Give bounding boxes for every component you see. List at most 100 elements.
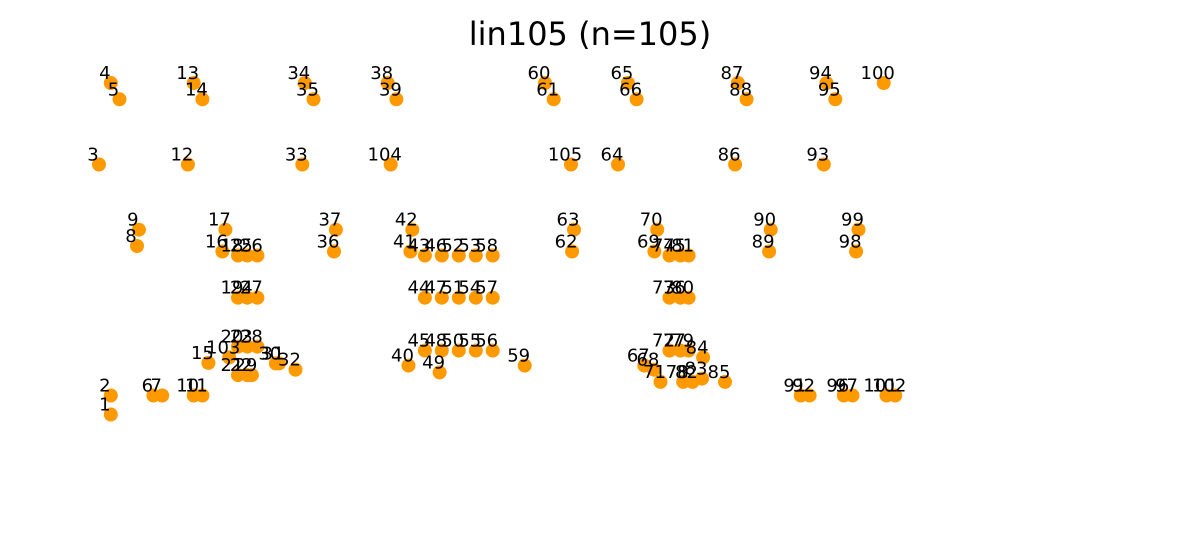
point-label-99: 99 (841, 210, 864, 231)
point-label-32: 32 (278, 350, 301, 371)
data-point-103 (222, 350, 237, 365)
data-point-26 (250, 248, 265, 263)
data-point-87 (730, 76, 745, 90)
point-label-85: 85 (708, 362, 731, 383)
point-label-47: 47 (424, 278, 447, 299)
point-label-22: 22 (230, 355, 253, 376)
point-label-29: 29 (234, 355, 257, 376)
data-point-16 (215, 244, 230, 259)
point-label-73: 73 (652, 278, 675, 299)
point-label-89: 89 (752, 232, 775, 253)
data-point-29 (244, 368, 259, 383)
point-label-46: 46 (424, 236, 447, 257)
point-label-60: 60 (528, 63, 551, 84)
point-label-81: 81 (671, 236, 694, 257)
data-point-72 (662, 343, 677, 358)
data-point-104 (383, 157, 398, 172)
point-label-79: 79 (671, 331, 694, 352)
data-point-90 (763, 222, 778, 237)
data-point-97 (845, 388, 860, 403)
point-label-6: 6 (142, 376, 153, 397)
data-point-5 (112, 92, 127, 107)
point-label-91: 91 (783, 376, 806, 397)
point-label-36: 36 (317, 232, 340, 253)
point-label-11: 11 (185, 376, 208, 397)
point-label-44: 44 (407, 278, 430, 299)
data-point-102 (888, 388, 903, 403)
data-point-38 (380, 76, 395, 90)
data-point-51 (451, 290, 466, 305)
point-label-102: 102 (872, 376, 906, 397)
data-point-17 (218, 222, 233, 237)
point-label-8: 8 (125, 226, 136, 247)
point-label-61: 61 (536, 79, 559, 100)
point-label-100: 100 (861, 63, 895, 84)
point-label-96: 96 (826, 376, 849, 397)
data-point-83 (695, 371, 709, 386)
data-point-41 (403, 244, 418, 259)
data-point-63 (567, 222, 581, 237)
data-point-9 (131, 222, 146, 237)
data-point-27 (250, 290, 265, 305)
point-label-77: 77 (663, 331, 686, 352)
data-point-66 (629, 92, 644, 107)
data-point-95 (828, 92, 843, 107)
data-point-99 (851, 222, 866, 237)
point-label-7: 7 (150, 376, 161, 397)
point-label-39: 39 (379, 79, 402, 100)
data-point-28 (250, 339, 265, 354)
point-label-70: 70 (640, 210, 663, 231)
data-point-3 (92, 157, 106, 172)
data-point-49 (432, 365, 447, 380)
point-label-58: 58 (475, 236, 498, 257)
data-point-105 (564, 157, 578, 172)
data-point-36 (327, 244, 341, 259)
point-label-9: 9 (127, 210, 138, 231)
point-labels: 1234567891011121314151617181920212223242… (87, 63, 906, 416)
point-label-30: 30 (258, 343, 281, 364)
point-label-83: 83 (685, 359, 708, 380)
point-label-37: 37 (318, 210, 341, 231)
point-label-54: 54 (458, 278, 481, 299)
point-label-13: 13 (176, 63, 199, 84)
data-point-93 (816, 157, 831, 172)
data-point-65 (620, 76, 635, 90)
point-label-75: 75 (663, 236, 686, 257)
point-label-71: 71 (643, 362, 666, 383)
point-label-25: 25 (230, 236, 253, 257)
data-point-42 (405, 222, 420, 237)
point-label-66: 66 (619, 79, 642, 100)
point-label-63: 63 (557, 210, 580, 231)
point-label-68: 68 (636, 350, 659, 371)
data-point-58 (485, 248, 500, 263)
data-point-25 (240, 248, 255, 263)
data-point-37 (328, 222, 343, 237)
point-label-49: 49 (422, 352, 445, 373)
point-label-17: 17 (208, 210, 231, 231)
data-point-62 (565, 244, 580, 259)
point-label-86: 86 (718, 145, 741, 166)
point-label-14: 14 (185, 79, 208, 100)
point-label-20: 20 (221, 327, 244, 348)
point-label-5: 5 (108, 79, 119, 100)
point-label-90: 90 (753, 210, 776, 231)
data-point-44 (417, 290, 432, 305)
data-point-15 (201, 355, 216, 370)
point-label-35: 35 (296, 79, 319, 100)
point-label-87: 87 (720, 63, 743, 84)
point-label-24: 24 (230, 278, 253, 299)
point-label-41: 41 (393, 232, 416, 253)
point-label-62: 62 (555, 232, 578, 253)
point-label-76: 76 (663, 278, 686, 299)
data-point-48 (434, 343, 449, 358)
data-point-64 (611, 157, 625, 172)
data-point-4 (103, 76, 118, 90)
data-point-31 (272, 356, 286, 371)
data-point-74 (662, 248, 677, 263)
point-label-40: 40 (391, 346, 414, 367)
point-label-105: 105 (548, 145, 582, 166)
data-point-68 (646, 362, 661, 377)
data-point-24 (240, 290, 255, 305)
point-label-101: 101 (863, 376, 897, 397)
point-label-93: 93 (806, 145, 829, 166)
